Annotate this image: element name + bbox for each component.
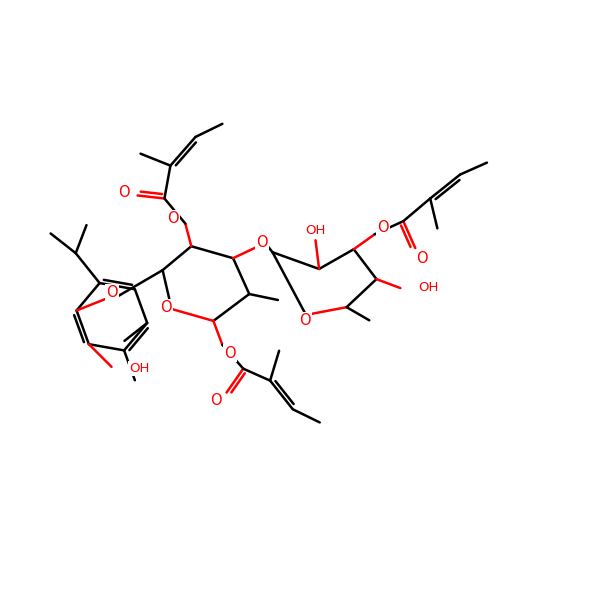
Text: O: O <box>256 235 268 250</box>
Text: O: O <box>119 185 130 200</box>
Text: O: O <box>107 285 118 300</box>
Text: O: O <box>224 346 235 361</box>
Text: O: O <box>210 394 221 409</box>
Text: O: O <box>160 300 172 315</box>
Text: OH: OH <box>305 224 326 236</box>
Text: OH: OH <box>418 281 439 294</box>
Text: O: O <box>167 211 179 226</box>
Text: O: O <box>299 313 311 328</box>
Text: O: O <box>416 251 428 266</box>
Text: OH: OH <box>130 362 150 374</box>
Text: O: O <box>377 220 389 235</box>
